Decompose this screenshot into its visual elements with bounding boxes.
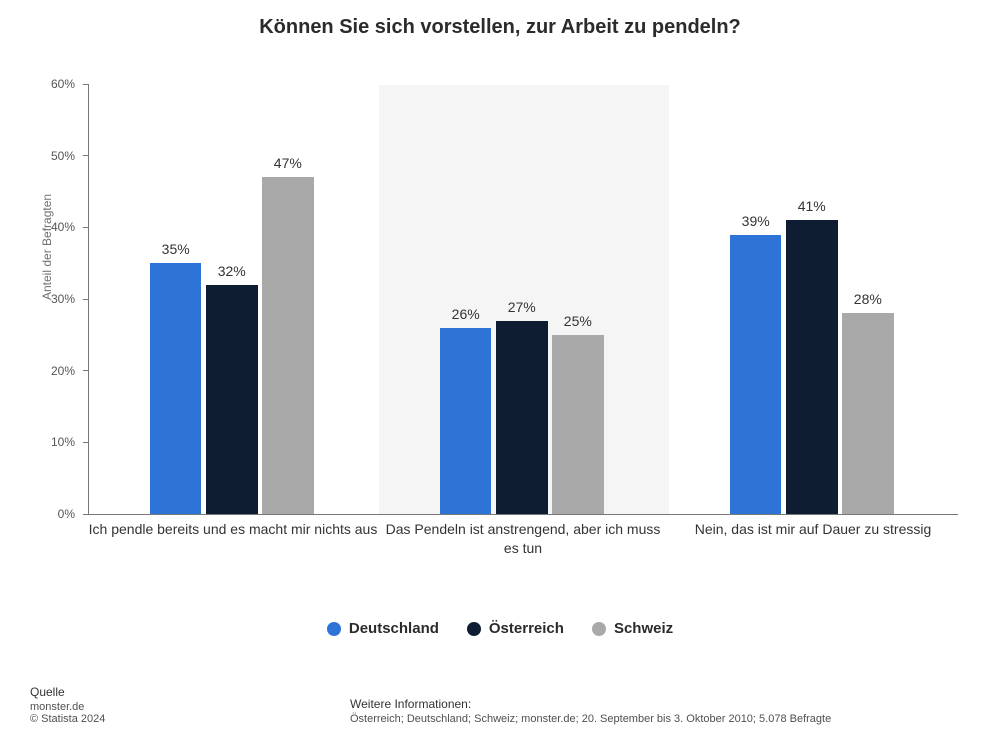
legend-item: Schweiz bbox=[592, 620, 673, 637]
bar: 35% bbox=[150, 263, 202, 514]
category-label: Nein, das ist mir auf Dauer zu stressig bbox=[668, 520, 958, 539]
legend: Deutschland Österreich Schweiz bbox=[0, 620, 1000, 640]
plot-region: 0%10%20%30%40%50%60%35%32%47%26%27%25%39… bbox=[88, 85, 958, 515]
footer-source-line2: © Statista 2024 bbox=[30, 713, 105, 725]
chart-area: 0%10%20%30%40%50%60%35%32%47%26%27%25%39… bbox=[88, 60, 958, 540]
bar-value-label: 25% bbox=[564, 313, 592, 335]
bar: 32% bbox=[206, 285, 258, 514]
bar: 47% bbox=[262, 177, 314, 514]
legend-label: Schweiz bbox=[614, 620, 673, 637]
footer-info-line1: Österreich; Deutschland; Schweiz; monste… bbox=[350, 713, 831, 725]
footer-source: Quelle monster.de © Statista 2024 bbox=[30, 685, 105, 725]
bar-value-label: 35% bbox=[162, 241, 190, 263]
bar: 39% bbox=[730, 235, 782, 515]
bar-value-label: 47% bbox=[274, 155, 302, 177]
footer-source-heading: Quelle bbox=[30, 685, 105, 699]
bar-value-label: 26% bbox=[452, 306, 480, 328]
bar-value-label: 27% bbox=[508, 299, 536, 321]
y-tick-label: 50% bbox=[51, 149, 89, 163]
bar: 25% bbox=[552, 335, 604, 514]
footer-info: Weitere Informationen: Österreich; Deuts… bbox=[350, 697, 831, 725]
footer-source-line1: monster.de bbox=[30, 701, 105, 713]
footer-info-heading: Weitere Informationen: bbox=[350, 697, 831, 711]
y-tick-label: 60% bbox=[51, 77, 89, 91]
category-label: Ich pendle bereits und es macht mir nich… bbox=[88, 520, 378, 539]
legend-swatch bbox=[467, 622, 481, 636]
chart-title: Können Sie sich vorstellen, zur Arbeit z… bbox=[0, 0, 1000, 39]
bar-value-label: 32% bbox=[218, 263, 246, 285]
y-tick-label: 20% bbox=[51, 364, 89, 378]
legend-swatch bbox=[592, 622, 606, 636]
bar-value-label: 41% bbox=[798, 198, 826, 220]
bar: 27% bbox=[496, 321, 548, 515]
bar-value-label: 39% bbox=[742, 213, 770, 235]
category-label: Das Pendeln ist anstrengend, aber ich mu… bbox=[378, 520, 668, 558]
y-tick-label: 0% bbox=[58, 507, 89, 521]
bar: 26% bbox=[440, 328, 492, 514]
legend-item: Österreich bbox=[467, 620, 564, 637]
legend-item: Deutschland bbox=[327, 620, 439, 637]
bar-value-label: 28% bbox=[854, 291, 882, 313]
y-axis-label: Anteil der Befragten bbox=[40, 194, 54, 300]
y-tick-label: 30% bbox=[51, 292, 89, 306]
y-tick-label: 10% bbox=[51, 435, 89, 449]
bar: 28% bbox=[842, 313, 894, 514]
legend-label: Österreich bbox=[489, 620, 564, 637]
bar: 41% bbox=[786, 220, 838, 514]
y-tick-label: 40% bbox=[51, 220, 89, 234]
legend-swatch bbox=[327, 622, 341, 636]
legend-label: Deutschland bbox=[349, 620, 439, 637]
